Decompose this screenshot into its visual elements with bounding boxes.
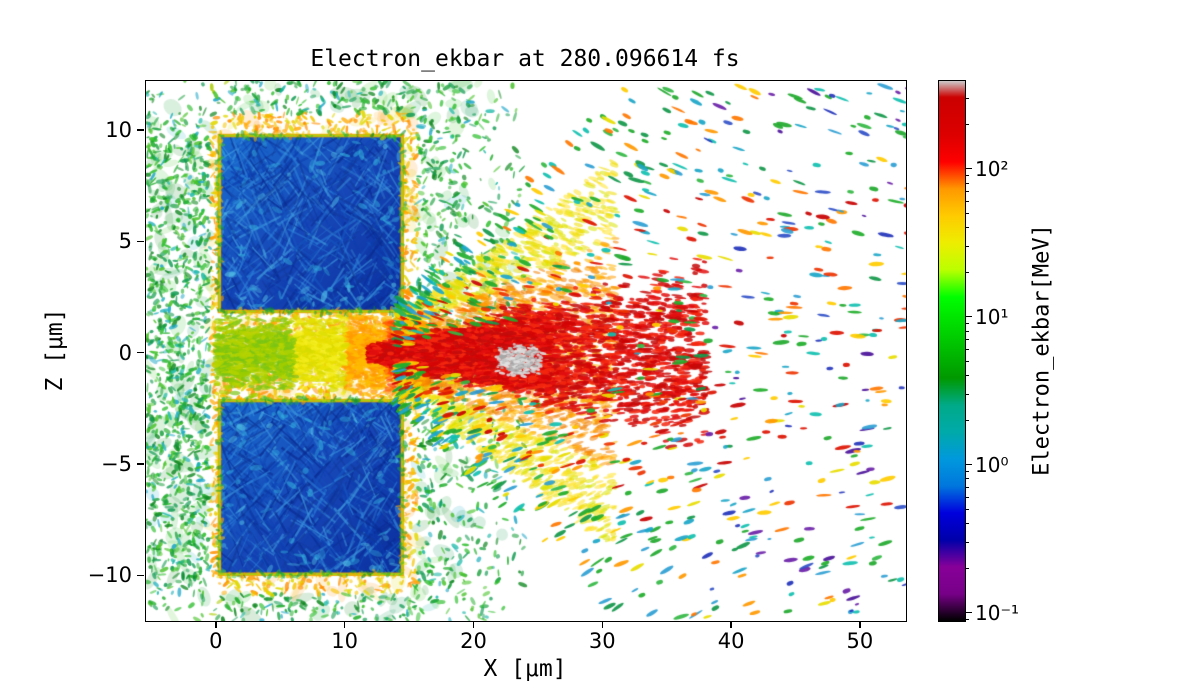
colorbar-minor-tick — [965, 182, 970, 184]
y-tick-mark — [136, 352, 144, 354]
y-tick-mark — [136, 240, 144, 243]
x-tick-mark — [472, 621, 475, 629]
colorbar-tick-mark — [965, 168, 973, 170]
colorbar-minor-tick — [965, 245, 970, 247]
colorbar-minor-tick — [965, 227, 970, 229]
y-tick-label: 5 — [118, 229, 132, 254]
colorbar-tick-mark — [965, 463, 973, 466]
y-tick-mark — [136, 129, 144, 131]
heatmap-canvas — [146, 81, 906, 621]
colorbar-minor-tick — [965, 97, 970, 99]
colorbar-tick-label: 10¹ — [975, 304, 1009, 329]
colorbar-tick-mark — [965, 316, 973, 318]
colorbar-minor-tick — [965, 419, 970, 421]
colorbar-gradient-canvas — [939, 81, 965, 621]
colorbar-tick-label: 10⁰ — [975, 452, 1009, 477]
colorbar-minor-tick — [965, 487, 970, 489]
x-tick-label: 0 — [209, 629, 223, 653]
y-tick-label: 0 — [118, 340, 132, 365]
colorbar-tick-label: 10² — [975, 156, 1009, 181]
x-axis-label: X [μm] — [483, 656, 567, 682]
colorbar-minor-tick — [965, 375, 970, 377]
colorbar-minor-tick — [965, 360, 970, 362]
plot-area — [145, 80, 907, 622]
colorbar-minor-tick — [965, 123, 970, 125]
y-tick-label: 10 — [105, 118, 132, 143]
colorbar-minor-tick — [965, 508, 970, 510]
colorbar-minor-tick — [965, 191, 970, 193]
x-tick-mark — [215, 621, 217, 629]
colorbar-minor-tick — [965, 349, 970, 351]
x-tick-label: 20 — [460, 629, 487, 653]
colorbar-minor-tick — [965, 523, 970, 525]
y-tick-mark — [136, 463, 144, 465]
x-tick-mark — [601, 621, 603, 629]
x-tick-mark — [859, 621, 861, 629]
y-tick-label: −5 — [101, 452, 132, 477]
colorbar-label: Electron_ekbar[MeV] — [1029, 224, 1055, 476]
x-tick-label: 30 — [588, 629, 616, 653]
colorbar-minor-tick — [965, 330, 970, 332]
colorbar-minor-tick — [965, 541, 970, 543]
colorbar-minor-tick — [965, 175, 970, 177]
colorbar-minor-tick — [965, 339, 970, 341]
x-tick-mark — [730, 621, 732, 629]
y-tick-label: −10 — [87, 563, 132, 588]
x-tick-label: 40 — [717, 629, 745, 653]
colorbar-minor-tick — [965, 478, 970, 480]
colorbar-minor-tick — [965, 567, 970, 569]
colorbar-minor-tick — [965, 393, 970, 395]
colorbar-minor-tick — [965, 618, 970, 620]
chart-title: Electron_ekbar at 280.096614 fs — [310, 46, 740, 72]
colorbar-minor-tick — [965, 470, 970, 472]
colorbar-tick-mark — [965, 611, 973, 614]
colorbar — [938, 80, 966, 622]
x-tick-mark — [343, 621, 346, 629]
y-tick-mark — [136, 574, 144, 577]
colorbar-minor-tick — [965, 271, 970, 273]
colorbar-tick-label: 10⁻¹ — [975, 600, 1020, 625]
colorbar-minor-tick — [965, 212, 970, 214]
x-tick-label: 10 — [331, 629, 359, 653]
colorbar-minor-tick — [965, 322, 970, 324]
colorbar-minor-tick — [965, 201, 970, 203]
x-tick-label: 50 — [846, 629, 874, 653]
colorbar-minor-tick — [965, 496, 970, 498]
